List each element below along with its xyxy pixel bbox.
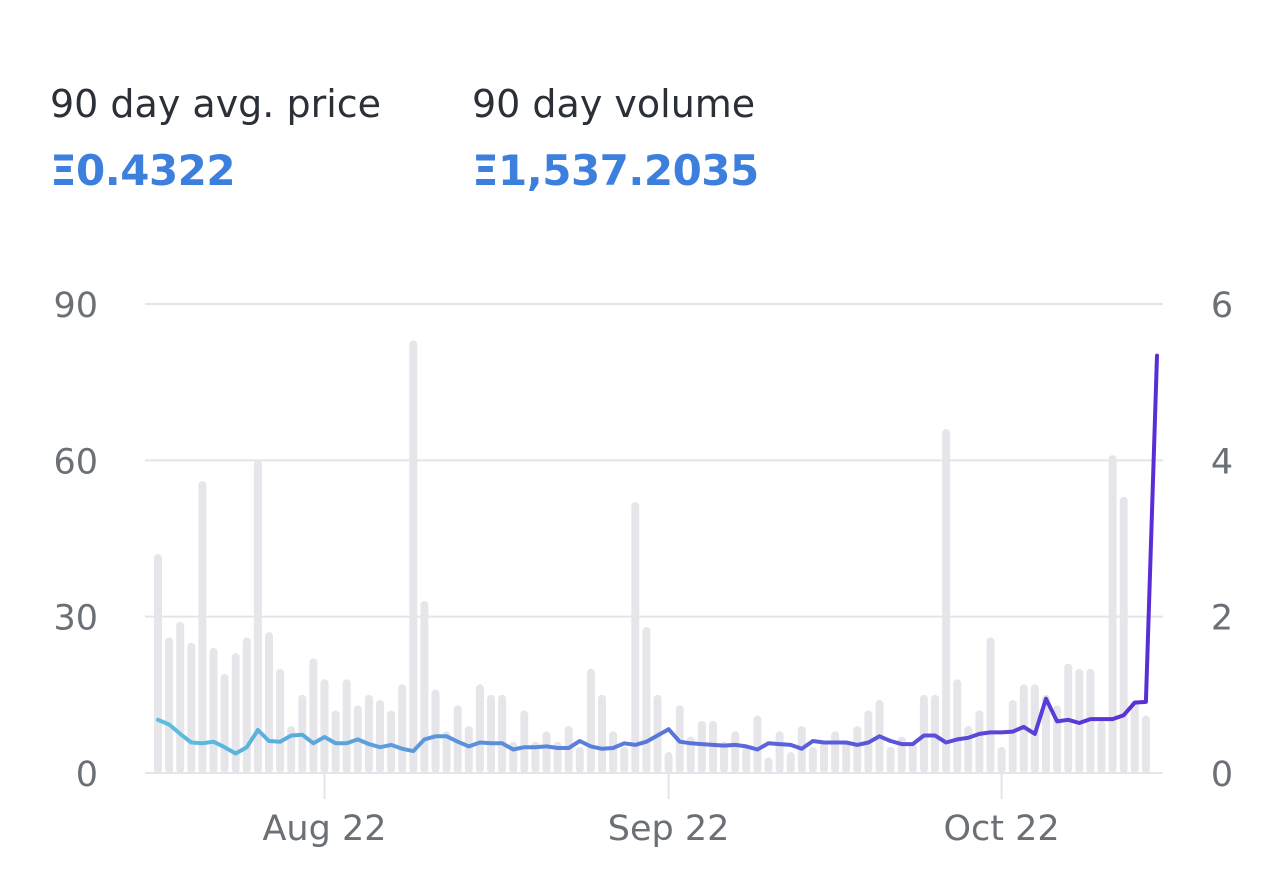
volume-bar: [342, 679, 351, 773]
left-axis-tick: 90: [53, 286, 98, 326]
volume-bar: [242, 637, 251, 773]
volume-bar: [165, 637, 174, 773]
volume-bar: [686, 736, 695, 773]
volume-bar: [542, 731, 551, 773]
volume-bar: [975, 710, 984, 773]
x-axis-tick-label: Aug 22: [262, 809, 386, 849]
volume-bar: [531, 741, 540, 773]
volume-bar: [1130, 700, 1139, 773]
volume-bar: [409, 340, 418, 773]
volume-bar: [620, 746, 629, 773]
volume-value: Ξ1,537.2035: [472, 146, 759, 195]
volume-bar: [808, 746, 817, 773]
volume-bar: [220, 673, 229, 773]
volume-bar: [709, 720, 717, 773]
volume-bar: [842, 741, 851, 773]
volume-bar: [187, 642, 196, 773]
volume-bar: [720, 741, 729, 773]
volume-bar: [586, 668, 595, 773]
volume-bars: [154, 340, 1150, 773]
volume-bar: [575, 746, 584, 773]
volume-bar: [1108, 455, 1117, 773]
volume-bar: [775, 731, 784, 773]
avg-price-series: [156, 353, 1159, 756]
x-axis-tick-label: Sep 22: [608, 809, 730, 849]
x-axis-tick-label: Oct 22: [944, 809, 1060, 849]
volume-bar: [198, 481, 207, 773]
volume-bar: [276, 668, 285, 773]
volume-label: 90 day volume: [472, 82, 756, 126]
volume-bar: [520, 710, 529, 773]
volume-bar: [420, 601, 429, 773]
volume-bar: [364, 694, 373, 773]
grid-lines: [145, 303, 1163, 774]
avg-price-label: 90 day avg. price: [50, 82, 382, 126]
volume-bar: [265, 632, 273, 773]
volume-bar: [376, 700, 384, 773]
right-axis-tick: 2: [1211, 599, 1233, 639]
volume-bar: [697, 720, 706, 773]
volume-bar: [886, 746, 895, 773]
left-axis-tick: 30: [53, 599, 98, 639]
right-axis-tick: 4: [1211, 442, 1233, 482]
volume-bar: [487, 694, 495, 773]
avg-price-value: Ξ0.4322: [50, 146, 236, 195]
volume-bar: [609, 731, 618, 773]
volume-bar: [598, 694, 606, 773]
volume-bar: [442, 731, 451, 773]
volume-bar: [764, 757, 773, 773]
right-axis-tick: 0: [1211, 755, 1233, 795]
left-axis-tick: 60: [53, 442, 98, 482]
volume-bar: [631, 502, 640, 773]
volume-bar: [742, 746, 751, 773]
volume-bar: [642, 627, 651, 773]
volume-bar: [464, 726, 473, 773]
volume-bar: [1097, 720, 1106, 773]
volume-bar: [731, 731, 740, 773]
volume-bar: [1141, 715, 1150, 773]
volume-bar: [154, 554, 162, 773]
volume-bar: [1119, 496, 1128, 773]
volume-bar: [986, 637, 995, 773]
volume-bar: [387, 710, 396, 773]
volume-bar: [1008, 700, 1017, 773]
volume-bar: [908, 741, 917, 773]
volume-bar: [431, 689, 440, 773]
volume-bar: [831, 731, 840, 773]
avg-price-line: [156, 353, 1159, 756]
volume-bar: [786, 752, 795, 773]
volume-bar: [997, 746, 1006, 773]
volume-bar: [953, 679, 962, 773]
volume-bar: [253, 460, 262, 773]
volume-bar: [231, 653, 240, 773]
volume-bar: [942, 429, 951, 773]
volume-bar: [753, 715, 762, 773]
volume-bar: [320, 679, 329, 773]
volume-bar: [309, 658, 318, 773]
volume-bar: [964, 726, 973, 773]
volume-bar: [453, 705, 462, 773]
volume-bar: [209, 647, 218, 773]
volume-bar: [820, 741, 828, 773]
volume-bar: [498, 694, 507, 773]
volume-bar: [664, 752, 673, 773]
volume-bar: [475, 684, 484, 773]
volume-bar: [853, 726, 862, 773]
right-axis-tick: 6: [1211, 286, 1233, 326]
volume-bar: [398, 684, 407, 773]
axis-labels: 0 30 60 90 0 2 4 6 Aug 22 Sep 22 Oct 22: [53, 286, 1233, 849]
volume-bar: [287, 726, 296, 773]
volume-bar: [176, 621, 185, 773]
left-axis-tick: 0: [76, 755, 98, 795]
volume-bar: [1042, 694, 1050, 773]
